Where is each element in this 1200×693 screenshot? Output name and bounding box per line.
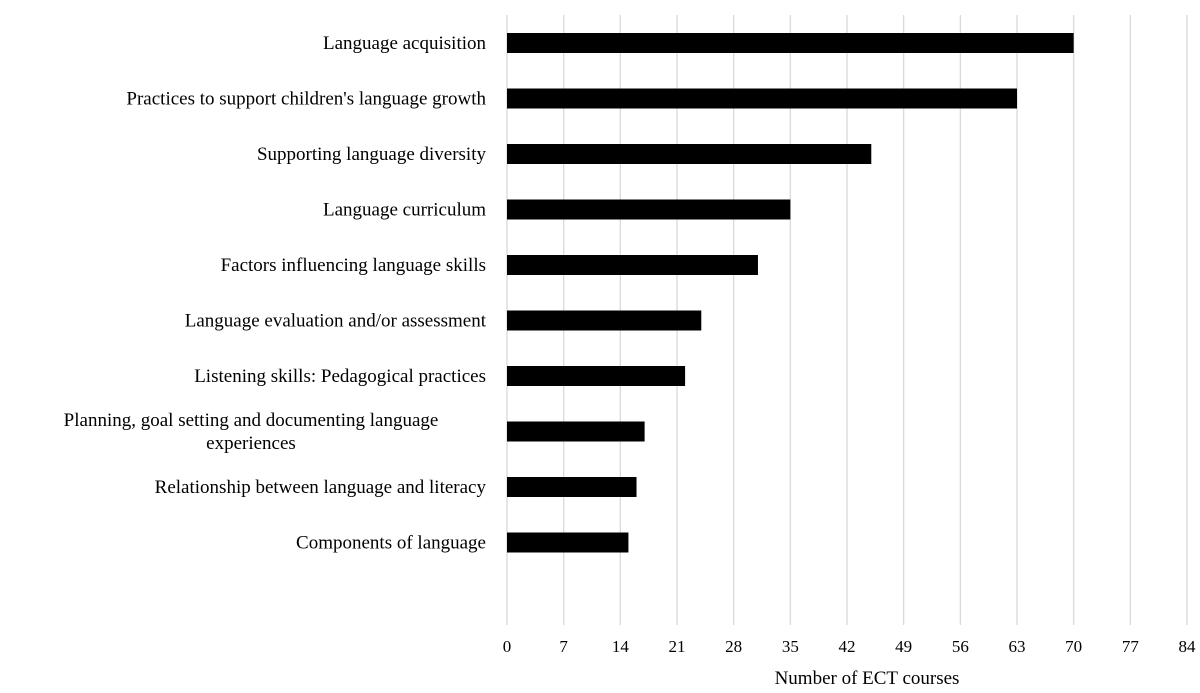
bar bbox=[507, 255, 758, 275]
bar bbox=[507, 366, 686, 386]
bar bbox=[507, 199, 791, 220]
x-tick-label: 84 bbox=[1179, 637, 1197, 656]
x-axis-title: Number of ECT courses bbox=[775, 668, 960, 689]
category-labels: Language acquisition Practices to support… bbox=[64, 33, 487, 554]
category-label: Language acquisition bbox=[323, 33, 487, 54]
category-label: Components of language bbox=[296, 533, 486, 554]
category-label: Listening skills: Pedagogical practices bbox=[194, 366, 486, 387]
category-label: Language evaluation and/or assessment bbox=[185, 311, 487, 332]
category-label: Practices to support children's language… bbox=[126, 89, 486, 110]
bar bbox=[507, 532, 629, 553]
x-tick-label: 21 bbox=[669, 637, 686, 656]
x-tick-label: 35 bbox=[782, 637, 799, 656]
bar bbox=[507, 88, 1017, 109]
category-label: Planning, goal setting and documenting l… bbox=[64, 410, 439, 431]
x-tick-label: 49 bbox=[895, 637, 912, 656]
x-tick-label: 14 bbox=[612, 637, 630, 656]
bar bbox=[507, 33, 1074, 53]
bars bbox=[507, 33, 1074, 553]
gridlines bbox=[506, 15, 1188, 625]
bar bbox=[507, 310, 702, 331]
x-tick-label: 77 bbox=[1122, 637, 1140, 656]
bar bbox=[507, 144, 872, 164]
category-label: experiences bbox=[206, 433, 296, 454]
category-label: Supporting language diversity bbox=[257, 144, 487, 165]
category-label: Language curriculum bbox=[323, 200, 486, 221]
x-tick-label: 56 bbox=[952, 637, 969, 656]
category-label: Factors influencing language skills bbox=[221, 255, 486, 276]
x-tick-label: 7 bbox=[559, 637, 568, 656]
x-tick-label: 63 bbox=[1009, 637, 1026, 656]
x-tick-label: 28 bbox=[725, 637, 742, 656]
x-tick-labels: 0 7 14 21 28 35 42 49 56 63 70 77 84 bbox=[503, 637, 1196, 656]
category-label: Relationship between language and litera… bbox=[155, 477, 487, 498]
bar bbox=[507, 421, 645, 442]
x-tick-label: 70 bbox=[1065, 637, 1082, 656]
bar bbox=[507, 477, 637, 497]
x-tick-label: 0 bbox=[503, 637, 512, 656]
x-tick-label: 42 bbox=[839, 637, 856, 656]
